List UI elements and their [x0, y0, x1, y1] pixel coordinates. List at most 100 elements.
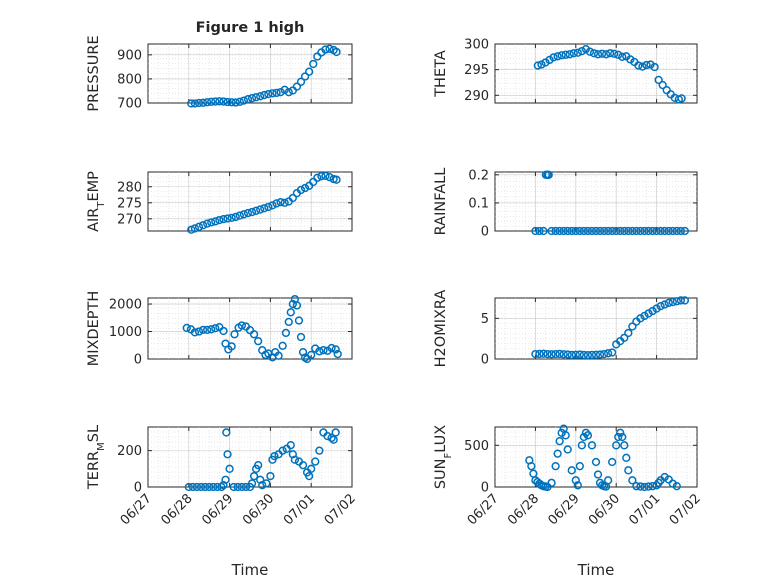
y-tick-label: 295 — [464, 63, 489, 78]
data-point — [636, 314, 645, 323]
data-point — [284, 317, 293, 327]
data-point — [601, 50, 611, 59]
data-point — [223, 450, 232, 459]
data-point — [225, 464, 234, 473]
y-tick-label: 290 — [464, 89, 489, 104]
data-point — [561, 431, 570, 440]
data-point — [555, 349, 564, 359]
data-point — [270, 451, 279, 461]
data-point — [664, 226, 673, 236]
data-point — [219, 326, 228, 336]
data-point — [575, 226, 584, 236]
data-point — [553, 449, 562, 458]
data-point — [294, 316, 304, 325]
data-point — [331, 428, 340, 437]
data-point — [567, 466, 576, 475]
data-point — [237, 482, 246, 492]
data-point — [648, 482, 657, 491]
data-point — [565, 50, 574, 59]
data-point — [618, 52, 627, 61]
data-point — [614, 50, 623, 59]
data-point — [620, 333, 629, 343]
data-point — [551, 349, 560, 359]
data-point — [567, 350, 576, 360]
data-point — [571, 350, 580, 359]
data-point — [616, 428, 625, 437]
data-point — [280, 198, 289, 207]
data-point — [194, 327, 204, 336]
data-point — [616, 226, 625, 236]
data-point — [300, 183, 310, 193]
data-point — [254, 461, 263, 470]
data-point — [258, 481, 267, 490]
subplot-h2omixra: 0 5 H2OMIXRA — [433, 290, 698, 368]
data-point — [603, 349, 613, 358]
data-point — [547, 226, 556, 236]
data-point — [575, 350, 584, 359]
data-point — [311, 457, 320, 466]
data-point — [547, 350, 556, 359]
data-point — [579, 350, 589, 360]
y-tick-label: 0.2 — [468, 168, 489, 183]
data-point — [323, 431, 332, 441]
data-point — [281, 328, 291, 338]
x-tick-label: 06/29 — [546, 491, 583, 528]
x-tick-label: 06/28 — [159, 491, 196, 528]
x-tick-label: 06/29 — [199, 491, 236, 528]
data-point — [660, 300, 669, 309]
data-point — [264, 89, 273, 99]
data-point — [539, 226, 548, 236]
data-point — [672, 226, 681, 236]
data-point — [527, 462, 536, 471]
data-point — [555, 226, 564, 236]
data-point — [223, 97, 232, 107]
y-tick-label: 900 — [117, 48, 142, 63]
data-point — [215, 215, 224, 225]
x-tick-label: 06/27 — [118, 491, 155, 528]
data-point — [184, 482, 193, 492]
data-point — [237, 321, 246, 330]
data-point — [664, 298, 673, 308]
data-point — [533, 61, 542, 70]
major-grid — [495, 298, 697, 359]
data-point — [567, 226, 576, 236]
data-point — [636, 226, 645, 236]
data-point — [296, 185, 306, 195]
data-point — [644, 482, 653, 491]
data-point — [219, 97, 228, 106]
x-axis-label: Time — [231, 561, 269, 579]
data-point — [268, 89, 277, 98]
y-tick-label: 0 — [481, 481, 489, 496]
data-point — [190, 99, 200, 108]
data-point — [298, 461, 308, 470]
data-point — [650, 62, 659, 72]
data-point — [535, 349, 544, 359]
data-point — [559, 350, 568, 359]
data-point — [644, 226, 653, 236]
data-point — [307, 464, 316, 473]
data-point — [640, 311, 649, 321]
data-point — [249, 330, 259, 339]
data-point — [217, 482, 226, 492]
data-point — [332, 175, 341, 184]
y-tick-label: 0 — [134, 481, 142, 496]
y-tick-label: 280 — [117, 180, 142, 195]
data-point — [211, 324, 220, 333]
data-point — [278, 341, 287, 350]
data-point — [203, 98, 212, 107]
data-point — [569, 49, 578, 58]
data-point — [215, 97, 224, 106]
y-tick-label: 0 — [134, 353, 142, 368]
series-markers — [525, 424, 681, 492]
data-point — [618, 432, 627, 442]
data-point — [539, 349, 548, 358]
data-point — [563, 350, 572, 359]
data-point — [325, 172, 334, 182]
data-point — [319, 346, 328, 355]
data-point — [672, 482, 681, 491]
data-point — [677, 94, 686, 103]
data-point — [317, 172, 326, 181]
data-point — [575, 462, 584, 471]
